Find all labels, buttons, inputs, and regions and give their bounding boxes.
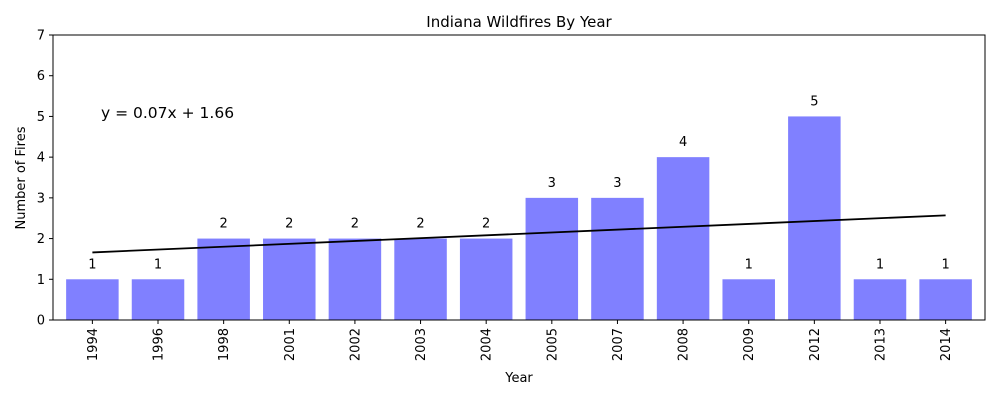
trendline-layer xyxy=(92,214,946,254)
bar-1996 xyxy=(131,279,185,320)
x-tick-label-2005: 2005 xyxy=(545,328,560,361)
y-tick-label-0: 0 xyxy=(37,314,45,329)
bar-2003 xyxy=(394,238,447,320)
bar-2009 xyxy=(722,279,775,320)
data-label-1998: 2 xyxy=(220,217,228,232)
y-tick-label-6: 6 xyxy=(37,69,45,84)
data-label-2007: 3 xyxy=(613,176,621,191)
y-tick-label-2: 2 xyxy=(37,232,45,247)
data-label-2012: 5 xyxy=(810,94,818,109)
data-labels-layer: 1 1 2 2 2 2 2 3 3 4 1 5 1 1 xyxy=(88,94,950,272)
x-tick-label-2002: 2002 xyxy=(348,328,363,361)
y-axis-label: Number of Fires xyxy=(14,126,29,229)
x-tick-label-2001: 2001 xyxy=(283,328,298,361)
x-tick-label-2012: 2012 xyxy=(808,328,823,361)
x-tick-label-1994: 1994 xyxy=(86,328,101,361)
x-tick-label-2009: 2009 xyxy=(742,328,757,361)
bars-layer xyxy=(66,116,972,320)
x-tick-label-2014: 2014 xyxy=(939,328,954,361)
bar-2004 xyxy=(459,238,513,320)
data-label-1994: 1 xyxy=(88,257,96,272)
data-label-2009: 1 xyxy=(745,257,753,272)
bar-2002 xyxy=(328,238,382,320)
data-label-2005: 3 xyxy=(548,176,556,191)
chart-title: Indiana Wildfires By Year xyxy=(426,13,612,31)
bar-2014 xyxy=(919,279,972,320)
x-tick-label-1996: 1996 xyxy=(152,328,167,361)
data-label-2003: 2 xyxy=(416,217,424,232)
data-label-2014: 1 xyxy=(941,257,949,272)
data-label-2001: 2 xyxy=(285,217,293,232)
data-label-1996: 1 xyxy=(154,257,162,272)
trendline xyxy=(92,214,946,254)
x-tick-label-2007: 2007 xyxy=(611,328,626,361)
bar-2001 xyxy=(263,238,316,320)
x-tick-label-2008: 2008 xyxy=(677,328,692,361)
x-axis-label: Year xyxy=(504,371,533,386)
data-label-2004: 2 xyxy=(482,217,490,232)
axes-layer: 0 1 2 3 4 5 6 7 1994 1996 1998 2001 2002 2003 2004 2005… xyxy=(37,29,986,361)
x-tick-label-1998: 1998 xyxy=(217,328,232,361)
bar-2013 xyxy=(853,279,907,320)
y-tick-label-5: 5 xyxy=(37,110,45,125)
trendline-equation: y = 0.07x + 1.66 xyxy=(101,104,234,122)
data-label-2002: 2 xyxy=(351,217,359,232)
bar-2007 xyxy=(591,197,644,320)
x-tick-label-2003: 2003 xyxy=(414,328,429,361)
data-label-2008: 4 xyxy=(679,135,687,150)
x-tick-label-2004: 2004 xyxy=(480,328,495,361)
bar-1994 xyxy=(66,279,119,320)
bar-1998 xyxy=(197,238,250,320)
plot-frame xyxy=(52,34,986,321)
x-tick-label-2013: 2013 xyxy=(873,328,888,361)
y-tick-label-4: 4 xyxy=(37,151,45,166)
data-label-2013: 1 xyxy=(876,257,884,272)
bar-2008 xyxy=(656,157,710,320)
y-tick-label-7: 7 xyxy=(37,29,45,44)
y-tick-label-3: 3 xyxy=(37,191,45,206)
bar-2005 xyxy=(525,197,579,320)
bar-2012 xyxy=(788,116,841,320)
y-tick-label-1: 1 xyxy=(37,273,45,288)
